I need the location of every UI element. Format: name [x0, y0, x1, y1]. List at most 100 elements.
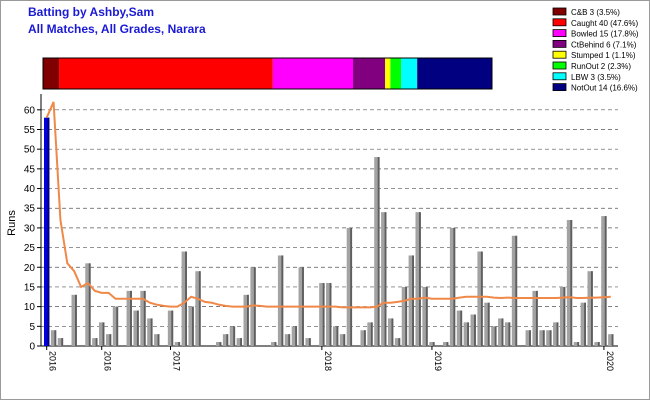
x-tick-label-4: 2019 [433, 351, 443, 371]
y-tick-label-25: 25 [24, 243, 36, 254]
dismissal-segment-6 [401, 58, 418, 89]
bar-shade-26 [226, 334, 229, 346]
bar-2 [57, 338, 64, 346]
y-tick-label-55: 55 [24, 125, 36, 136]
bar-shade-47 [370, 322, 373, 346]
bar-48 [374, 157, 380, 346]
chart-title: Batting by Ashby,Sam All Matches, All Gr… [28, 4, 206, 38]
dismissal-segment-5 [390, 58, 402, 89]
y-tick-label-30: 30 [24, 223, 36, 234]
bar-52 [401, 286, 408, 346]
bar-38 [305, 338, 311, 346]
y-tick-label-35: 35 [24, 204, 36, 215]
bar-34 [277, 255, 284, 346]
title-line-scope: All Matches, All Grades, Narara [28, 22, 206, 36]
dismissal-segment-4 [385, 58, 391, 89]
bar-shade-35 [288, 334, 291, 346]
bar-29 [243, 294, 249, 346]
y-tick-label-0: 0 [29, 342, 35, 353]
bar-59 [449, 227, 456, 346]
bar-shade-41 [329, 283, 332, 346]
x-tick-label-2: 2017 [172, 351, 182, 371]
bar-25 [215, 342, 222, 346]
bar-42 [332, 326, 339, 346]
bar-shade-34 [281, 255, 284, 346]
bar-50 [387, 318, 394, 346]
bar-shade-40 [322, 283, 325, 346]
bar-shade-76 [570, 220, 573, 346]
bar-62 [470, 314, 476, 346]
bar-40 [319, 283, 325, 346]
legend-label-3: CtBehind 6 (7.1%) [571, 40, 637, 49]
dismissal-segment-0 [43, 58, 60, 89]
bar-53 [408, 255, 414, 346]
bar-shade-36 [295, 326, 298, 346]
y-tick-label-50: 50 [24, 145, 36, 156]
bar-58 [443, 342, 449, 346]
bar-60 [456, 310, 463, 346]
bar-shade-52 [405, 286, 408, 346]
bar-27 [229, 326, 236, 346]
bar-51 [394, 338, 401, 346]
bar-shade-63 [480, 251, 483, 346]
dismissal-segment-3 [353, 58, 386, 89]
legend-label-2: Bowled 15 (17.8%) [571, 30, 639, 39]
bar-shade-16 [157, 334, 160, 346]
bar-14 [140, 290, 146, 346]
bar-64 [484, 302, 490, 346]
legend-swatch-2 [552, 29, 567, 38]
bar-70 [525, 330, 531, 346]
bar-shade-44 [350, 227, 353, 346]
bar-shade-74 [556, 322, 559, 346]
bar-shade-64 [487, 302, 490, 346]
bar-shade-62 [474, 314, 476, 346]
bar-82 [608, 334, 614, 346]
legend-label-1: Caught 40 (47.6%) [571, 19, 638, 28]
bar-56 [429, 342, 435, 346]
y-tick-label-45: 45 [24, 164, 36, 175]
bar-79 [587, 271, 593, 346]
bar-shade-22 [198, 271, 201, 346]
bar-21 [188, 306, 194, 346]
bar-36 [291, 326, 298, 346]
legend-label-7: NotOut 14 (16.6%) [571, 84, 638, 93]
bar-13 [133, 310, 139, 346]
bar-78 [580, 302, 586, 346]
x-tick-label-5: 2020 [605, 351, 615, 371]
bar-68 [511, 235, 518, 346]
bar-19 [174, 342, 181, 346]
bar-22 [195, 271, 201, 346]
bar-77 [573, 342, 580, 346]
legend-swatch-6 [552, 72, 567, 81]
bar-shade-55 [425, 286, 428, 346]
bar-shade-75 [563, 286, 566, 346]
bar-shade-50 [391, 318, 394, 346]
bar-44 [346, 227, 353, 346]
bar-35 [284, 334, 291, 346]
bar-15 [147, 318, 153, 346]
dismissal-segment-2 [272, 58, 354, 89]
bar-76 [566, 220, 573, 346]
legend-swatch-7 [552, 83, 567, 91]
bar-shade-56 [432, 342, 435, 346]
y-axis-label: Runs [6, 210, 18, 236]
bar-shade-18 [171, 310, 174, 346]
bar-74 [553, 322, 559, 346]
bar-65 [491, 326, 497, 346]
bar-shade-0 [47, 117, 50, 347]
bar-shade-66 [501, 318, 504, 346]
bar-shade-54 [418, 212, 421, 346]
legend-swatch-0 [552, 7, 567, 16]
bar-26 [222, 334, 229, 346]
bar-shade-78 [584, 302, 586, 346]
bar-18 [167, 310, 174, 346]
bar-41 [326, 283, 332, 346]
bar-shade-14 [143, 290, 146, 346]
bar-81 [601, 216, 607, 346]
x-tick-label-3: 2018 [323, 351, 333, 371]
bar-shade-29 [246, 294, 249, 346]
bar-shade-79 [590, 271, 593, 346]
bar-33 [271, 342, 277, 346]
